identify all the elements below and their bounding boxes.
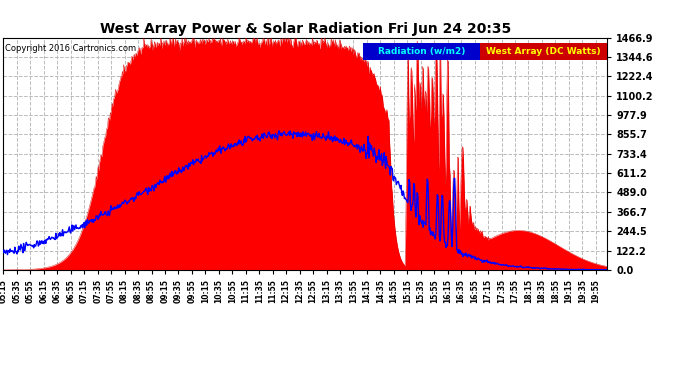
Title: West Array Power & Solar Radiation Fri Jun 24 20:35: West Array Power & Solar Radiation Fri J… — [99, 22, 511, 36]
Text: Copyright 2016 Cartronics.com: Copyright 2016 Cartronics.com — [6, 45, 137, 54]
